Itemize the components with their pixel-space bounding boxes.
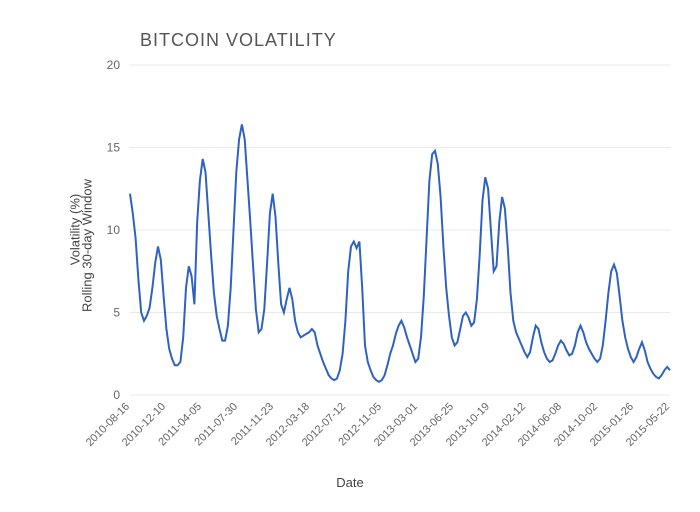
chart-title: BITCOIN VOLATILITY bbox=[140, 30, 337, 51]
volatility-line bbox=[130, 124, 670, 381]
svg-text:10: 10 bbox=[107, 223, 121, 237]
svg-text:0: 0 bbox=[113, 388, 120, 402]
svg-text:20: 20 bbox=[107, 58, 121, 72]
svg-text:15: 15 bbox=[107, 141, 121, 155]
volatility-chart: BITCOIN VOLATILITY Volatility (%) Rollin… bbox=[0, 0, 700, 512]
svg-text:5: 5 bbox=[113, 306, 120, 320]
x-axis-label: Date bbox=[0, 475, 700, 490]
chart-svg: 051015202010-08-162010-12-102011-04-0520… bbox=[0, 0, 700, 512]
y-axis-label-line2: Rolling 30-day Window bbox=[80, 166, 95, 326]
